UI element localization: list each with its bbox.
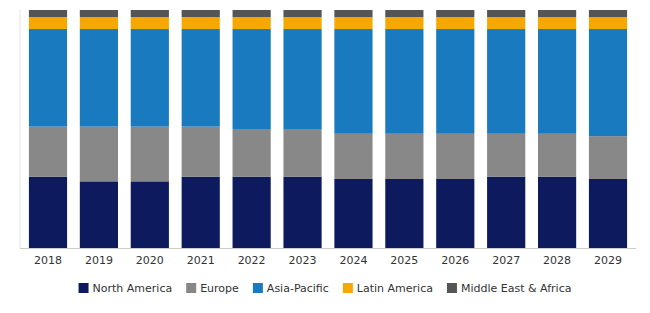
- chart: 2018 2019 2020 2021 2022 2023 2024 2025 2026 2027…: [0, 0, 650, 313]
- bar-segment: [589, 29, 627, 136]
- x-tick-label: 2019: [85, 254, 113, 267]
- bar-segment: [29, 127, 67, 177]
- bars: [29, 10, 627, 248]
- legend-item: Asia-Pacific: [253, 282, 329, 295]
- bar-segment: [334, 134, 372, 179]
- legend-item: Middle East & Africa: [447, 282, 572, 295]
- bar-segment: [487, 29, 525, 134]
- bar-segment: [182, 10, 220, 17]
- bar-segment: [283, 10, 321, 17]
- bar-segment: [385, 17, 423, 29]
- bar-segment: [29, 10, 67, 17]
- bar-segment: [385, 29, 423, 134]
- bar-segment: [538, 177, 576, 248]
- bar-segment: [538, 10, 576, 17]
- bar-segment: [80, 17, 118, 29]
- y-axis-line: [20, 10, 21, 248]
- bar-segment: [538, 29, 576, 134]
- bar-segment: [283, 29, 321, 129]
- bar-segment: [233, 129, 271, 177]
- bar-segment: [589, 136, 627, 179]
- bar-segment: [131, 127, 169, 182]
- legend-swatch: [343, 283, 353, 293]
- bar-segment: [29, 17, 67, 29]
- bar-segment: [182, 177, 220, 248]
- x-tick-label: 2026: [441, 254, 469, 267]
- legend-swatch: [447, 283, 457, 293]
- bar-segment: [80, 10, 118, 17]
- bar-segment: [131, 10, 169, 17]
- bar-segment: [182, 127, 220, 177]
- bar-segment: [487, 10, 525, 17]
- x-tick-label: 2022: [238, 254, 266, 267]
- bar-segment: [436, 17, 474, 29]
- bar-segment: [589, 17, 627, 29]
- bar-segment: [131, 29, 169, 127]
- x-tick-label: 2028: [543, 254, 571, 267]
- x-tick-label: 2029: [594, 254, 622, 267]
- legend-label: Europe: [200, 282, 239, 295]
- bar-segment: [385, 134, 423, 179]
- bar-segment: [385, 10, 423, 17]
- x-axis-line: [20, 248, 636, 249]
- bar-segment: [589, 179, 627, 248]
- bar-segment: [80, 29, 118, 127]
- bar-segment: [233, 29, 271, 129]
- bar-segment: [436, 10, 474, 17]
- bar-segment: [233, 17, 271, 29]
- legend-swatch: [186, 283, 196, 293]
- legend-item: Latin America: [343, 282, 433, 295]
- x-tick-label: 2020: [136, 254, 164, 267]
- x-tick-label: 2025: [390, 254, 418, 267]
- legend-label: North America: [93, 282, 173, 295]
- bar-segment: [29, 177, 67, 248]
- bar-segment: [436, 29, 474, 134]
- bar-segment: [283, 129, 321, 177]
- bar-segment: [131, 17, 169, 29]
- x-tick-label: 2027: [492, 254, 520, 267]
- bar-segment: [487, 177, 525, 248]
- bar-segment: [182, 17, 220, 29]
- bar-segment: [283, 177, 321, 248]
- legend-item: North America: [79, 282, 173, 295]
- bar-segment: [80, 127, 118, 182]
- bar-segment: [334, 29, 372, 134]
- bar-segment: [131, 181, 169, 248]
- bar-segment: [589, 10, 627, 17]
- bar-segment: [233, 177, 271, 248]
- bar-segment: [233, 10, 271, 17]
- bar-segment: [436, 179, 474, 248]
- bar-segment: [182, 29, 220, 127]
- legend: North America Europe Asia-Pacific Latin Ame…: [79, 282, 572, 295]
- bar-segment: [334, 179, 372, 248]
- legend-swatch: [79, 283, 89, 293]
- x-tick-label: 2024: [339, 254, 367, 267]
- bar-segment: [283, 17, 321, 29]
- legend-label: Middle East & Africa: [461, 282, 572, 295]
- bar-segment: [538, 134, 576, 177]
- bar-segment: [487, 134, 525, 177]
- bar-segment: [80, 181, 118, 248]
- x-tick-label: 2018: [34, 254, 62, 267]
- bar-segment: [487, 17, 525, 29]
- bar-segment: [29, 29, 67, 127]
- bar-segment: [385, 179, 423, 248]
- x-tick-label: 2023: [289, 254, 317, 267]
- legend-label: Latin America: [357, 282, 433, 295]
- bar-segment: [334, 10, 372, 17]
- bar-segment: [538, 17, 576, 29]
- bar-segment: [436, 134, 474, 179]
- legend-label: Asia-Pacific: [267, 282, 329, 295]
- x-tick-label: 2021: [187, 254, 215, 267]
- legend-item: Europe: [186, 282, 239, 295]
- bar-segment: [334, 17, 372, 29]
- legend-swatch: [253, 283, 263, 293]
